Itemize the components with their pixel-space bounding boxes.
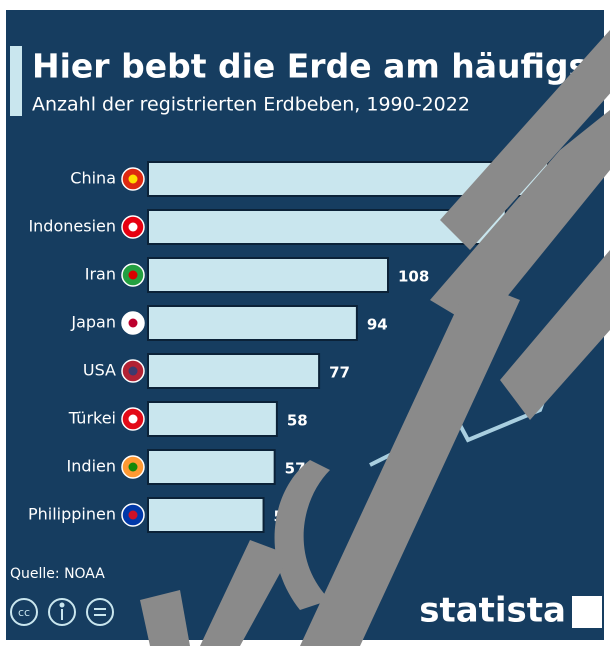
watermark bbox=[300, 280, 520, 646]
bar bbox=[147, 353, 321, 389]
title-accent bbox=[10, 46, 22, 116]
license-icons: cc bbox=[10, 598, 114, 626]
watermark bbox=[200, 540, 290, 646]
flag-detail bbox=[128, 174, 138, 184]
value-label: 94 bbox=[367, 316, 388, 334]
watermark bbox=[140, 590, 190, 646]
flag-detail bbox=[128, 462, 138, 472]
category-label: USA bbox=[83, 361, 116, 380]
brand-logo bbox=[572, 596, 602, 628]
bar bbox=[147, 449, 276, 485]
chart-subtitle: Anzahl der registrierten Erdbeben, 1990-… bbox=[32, 94, 470, 116]
flag-detail bbox=[128, 510, 138, 520]
bar bbox=[147, 257, 389, 293]
value-label: 58 bbox=[287, 412, 308, 430]
flag-detail bbox=[128, 222, 138, 232]
flag-detail bbox=[128, 366, 138, 376]
category-label: Türkei bbox=[68, 409, 116, 428]
category-label: Japan bbox=[70, 313, 116, 332]
category-label: China bbox=[70, 169, 116, 188]
category-label: Iran bbox=[85, 265, 116, 284]
watermark bbox=[500, 250, 610, 420]
value-label: 77 bbox=[329, 364, 350, 382]
content: Hier bebt die Erde am häufigsten Anzahl … bbox=[10, 46, 610, 631]
flag-detail bbox=[128, 414, 138, 424]
value-label: 108 bbox=[398, 268, 429, 286]
source: Quelle: NOAA bbox=[10, 566, 105, 582]
bar bbox=[147, 401, 278, 437]
flag-detail bbox=[128, 270, 138, 280]
watermark bbox=[430, 110, 610, 330]
svg-text:cc: cc bbox=[18, 606, 30, 619]
category-label: Indonesien bbox=[28, 217, 116, 236]
category-label: Indien bbox=[67, 457, 116, 476]
flag-detail bbox=[128, 318, 138, 328]
category-label: Philippinen bbox=[28, 505, 116, 524]
watermark bbox=[440, 30, 610, 250]
bar bbox=[147, 497, 265, 533]
chart-title: Hier bebt die Erde am häufigsten bbox=[32, 47, 610, 86]
bar bbox=[147, 305, 358, 341]
watermark bbox=[274, 460, 330, 610]
brand: statista bbox=[419, 591, 566, 631]
